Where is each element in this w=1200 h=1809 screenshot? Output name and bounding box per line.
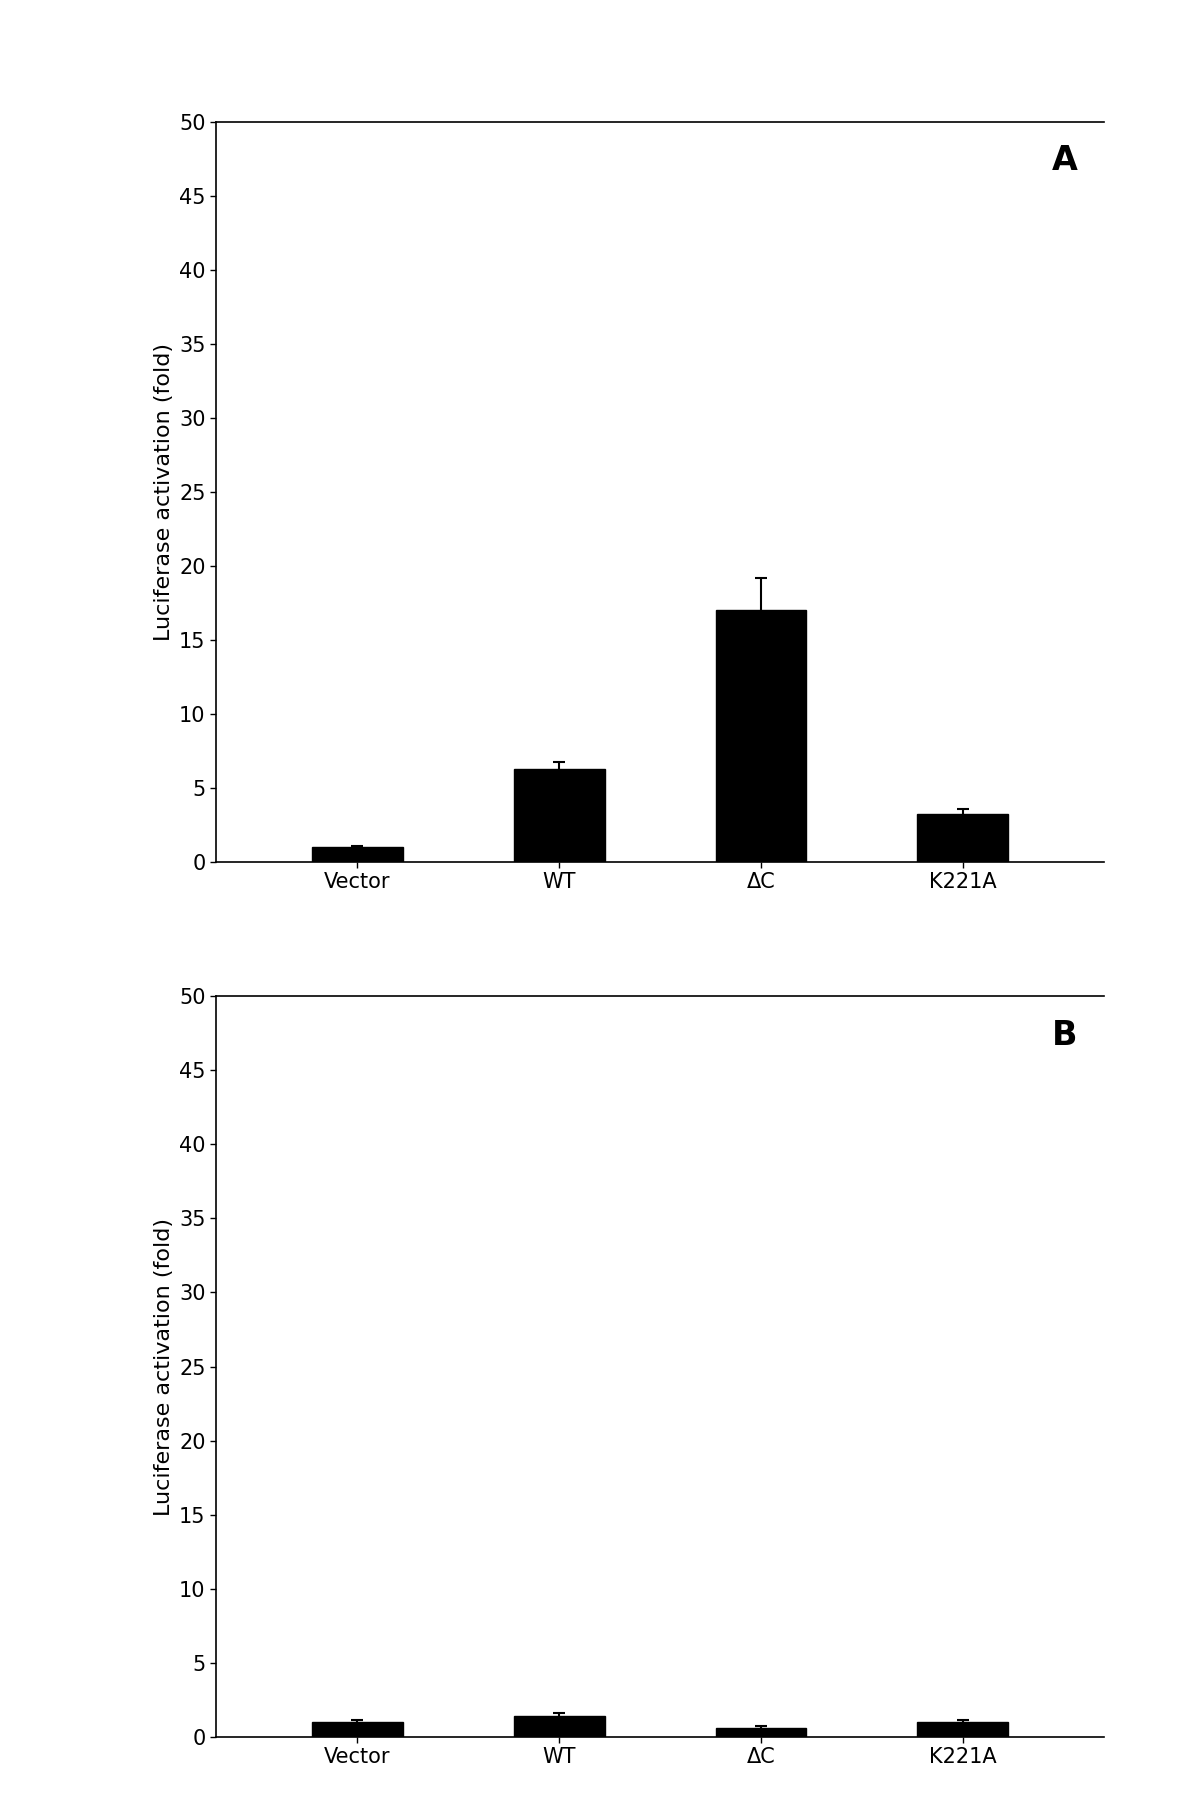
Bar bbox=[917, 1722, 1008, 1737]
Bar bbox=[715, 610, 806, 861]
Bar bbox=[312, 1722, 403, 1737]
Bar bbox=[917, 814, 1008, 861]
Bar bbox=[514, 769, 605, 861]
Bar bbox=[715, 1728, 806, 1737]
Bar bbox=[514, 1717, 605, 1737]
Bar bbox=[312, 847, 403, 861]
Text: B: B bbox=[1052, 1018, 1078, 1051]
Y-axis label: Luciferase activation (fold): Luciferase activation (fold) bbox=[154, 1217, 174, 1516]
Text: A: A bbox=[1051, 143, 1078, 177]
Y-axis label: Luciferase activation (fold): Luciferase activation (fold) bbox=[154, 342, 174, 640]
